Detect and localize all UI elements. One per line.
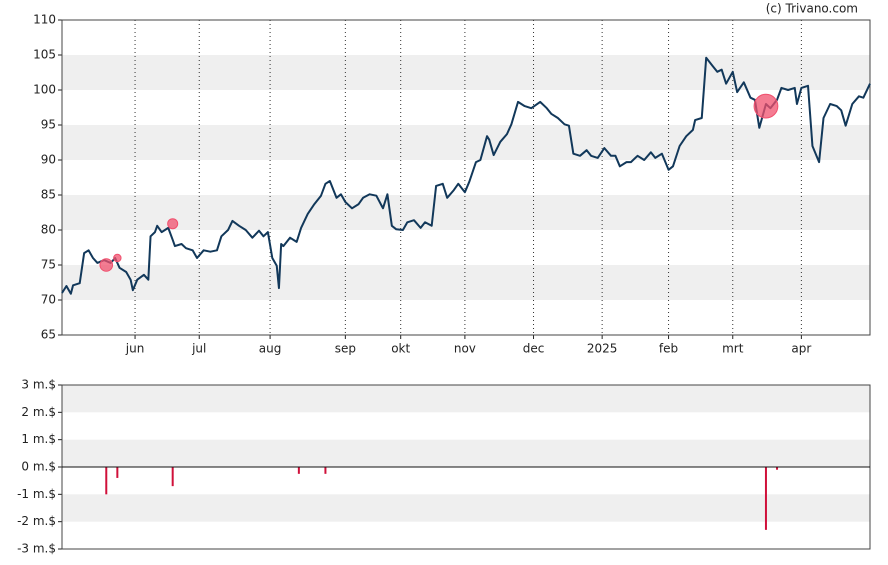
- x-tick-label: dec: [523, 342, 545, 356]
- x-tick-label: jun: [125, 342, 145, 356]
- trade-marker: [99, 258, 114, 272]
- y-tick-label: 80: [41, 223, 56, 237]
- bar: [324, 467, 327, 474]
- y-tick-label: 110: [33, 13, 56, 27]
- grid-band: [62, 265, 870, 300]
- x-tick-label: apr: [791, 342, 811, 356]
- x-tick-label: feb: [659, 342, 678, 356]
- x-tick-label: jul: [191, 342, 206, 356]
- trade-marker: [753, 93, 779, 119]
- bar: [297, 467, 300, 474]
- bar: [776, 467, 779, 470]
- trade-marker: [167, 218, 179, 230]
- y-tick-label: -1 m.$: [17, 487, 56, 501]
- x-tick-label: nov: [454, 342, 476, 356]
- bar: [116, 467, 119, 478]
- x-tick-label: okt: [391, 342, 410, 356]
- y-tick-label: 70: [41, 293, 56, 307]
- y-tick-label: 100: [33, 83, 56, 97]
- bar: [764, 467, 767, 530]
- y-tick-label: 75: [41, 258, 56, 272]
- x-tick-label: mrt: [722, 342, 744, 356]
- grid-band: [62, 195, 870, 230]
- y-tick-label: -2 m.$: [17, 514, 56, 528]
- bar: [171, 467, 174, 487]
- price-line: [61, 56, 871, 295]
- y-tick-label: -3 m.$: [17, 542, 56, 556]
- y-tick-label: 2 m.$: [21, 405, 56, 419]
- grid-band: [62, 439, 870, 467]
- grid-band: [62, 385, 870, 413]
- grid-band: [62, 494, 870, 522]
- x-tick-label: sep: [335, 342, 356, 356]
- grid-band: [62, 125, 870, 160]
- y-tick-label: 0 m.$: [21, 460, 56, 474]
- y-tick-label: 90: [41, 153, 56, 167]
- watermark: (c) Trivano.com: [766, 2, 858, 16]
- y-tick-label: 3 m.$: [21, 378, 56, 392]
- grid-band: [62, 55, 870, 90]
- y-tick-label: 85: [41, 188, 56, 202]
- y-tick-label: 95: [41, 118, 56, 132]
- bar: [105, 467, 108, 495]
- x-tick-label: 2025: [587, 342, 618, 356]
- y-tick-label: 1 m.$: [21, 432, 56, 446]
- plot-frame: [61, 19, 871, 336]
- trade-marker: [113, 253, 122, 263]
- y-tick-label: 65: [41, 328, 56, 342]
- x-tick-label: aug: [259, 342, 282, 356]
- y-tick-label: 105: [33, 48, 56, 62]
